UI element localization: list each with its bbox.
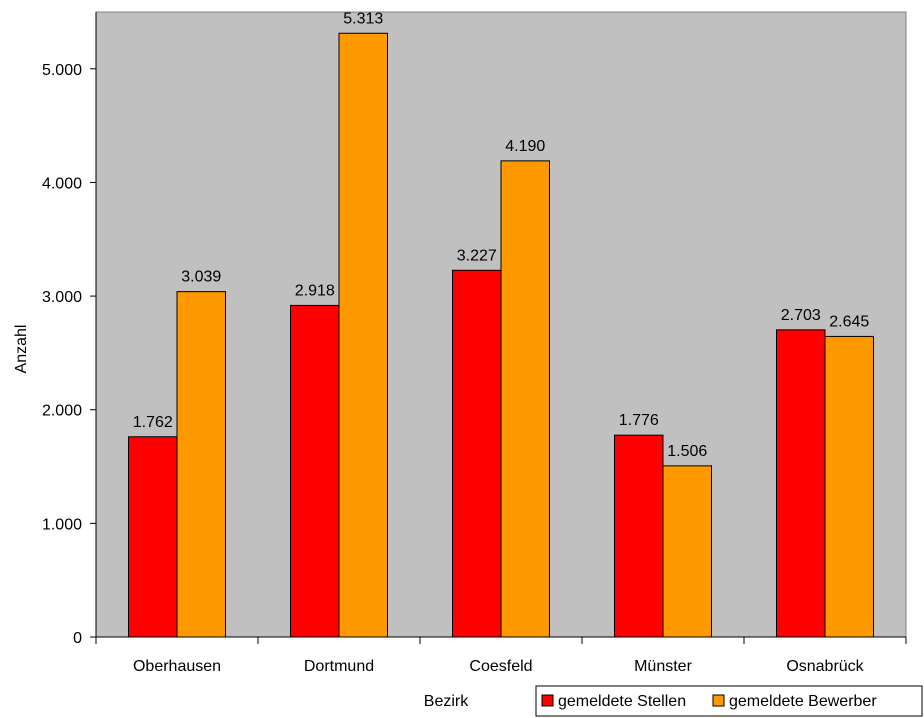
data-label: 5.313 — [343, 10, 383, 27]
data-label: 1.776 — [619, 412, 659, 429]
legend-swatch — [541, 694, 554, 707]
data-labels: 1.762 3.039 2.918 5.313 3.227 4.190 1.776 1.506… — [133, 10, 870, 460]
legend: gemeldete Stellen gemeldete Bewerber — [535, 685, 923, 717]
bar-stellen — [452, 269, 502, 638]
data-label: 2.918 — [295, 282, 335, 299]
bar-stellen — [290, 304, 340, 638]
y-tick-label: 2.000 — [42, 403, 82, 420]
y-tick-label: 4.000 — [42, 175, 82, 192]
bar-bewerber — [176, 291, 226, 638]
legend-label: gemeldete Stellen — [558, 693, 686, 710]
y-tick-label: 5.000 — [42, 62, 82, 79]
y-tick-label: 1.000 — [42, 516, 82, 533]
bar-bewerber — [824, 335, 874, 638]
y-tick-label: 3.000 — [42, 289, 82, 306]
data-label: 1.506 — [667, 443, 707, 460]
x-tick-label: Oberhausen — [133, 658, 221, 675]
legend-label: gemeldete Bewerber — [729, 693, 877, 710]
data-label: 2.645 — [829, 313, 869, 330]
data-label: 3.039 — [181, 269, 221, 286]
bar-stellen — [614, 434, 664, 638]
data-label: 1.762 — [133, 414, 173, 431]
y-tick-label: 0 — [73, 630, 82, 647]
legend-swatch — [712, 694, 725, 707]
bar-stellen — [776, 329, 826, 638]
data-label: 4.190 — [505, 138, 545, 155]
data-label: 3.227 — [457, 247, 497, 264]
data-label: 2.703 — [781, 307, 821, 324]
bar-bewerber — [500, 160, 550, 638]
bar-bewerber — [662, 465, 712, 638]
x-axis-title: Bezirk — [424, 693, 469, 710]
bar-series — [128, 32, 874, 638]
y-axis-title: Anzahl — [13, 325, 30, 374]
y-axis: 0 1.000 2.000 3.000 4.000 5.000 — [42, 12, 97, 647]
x-tick-label: Osnabrück — [786, 658, 864, 675]
legend-box — [535, 685, 923, 717]
x-tick-label: Münster — [634, 658, 692, 675]
x-axis: Oberhausen Dortmund Coesfeld Münster Osnabrü… — [95, 636, 907, 675]
x-tick-label: Coesfeld — [469, 658, 532, 675]
x-tick-label: Dortmund — [304, 658, 374, 675]
bar-bewerber — [338, 32, 388, 638]
bar-stellen — [128, 436, 178, 638]
